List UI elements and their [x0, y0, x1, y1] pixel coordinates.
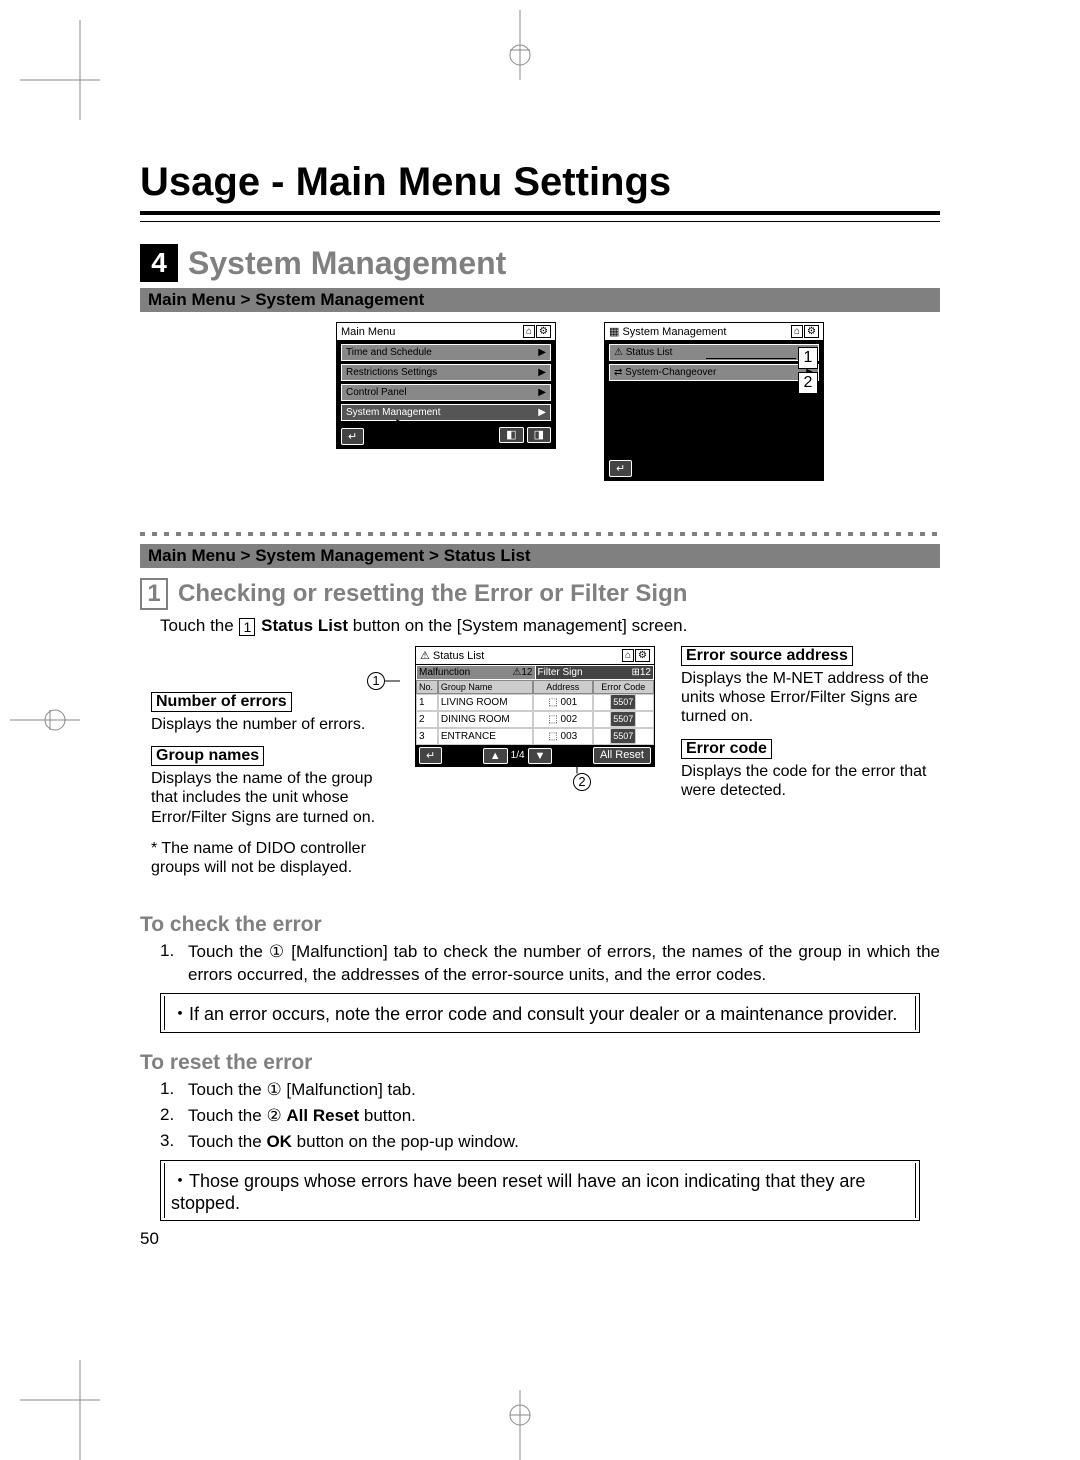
note-box: ・Those groups whose errors have been res… — [160, 1160, 920, 1221]
note-box: ・If an error occurs, note the error code… — [160, 993, 920, 1033]
subsection-number: 1 — [140, 578, 168, 610]
anno-text: Displays the M-NET address of the units … — [681, 669, 929, 727]
anno-error-code: Error code — [681, 739, 772, 759]
breadcrumb-2: Main Menu > System Management > Status L… — [140, 544, 940, 568]
table-row: 3ENTRANCE⬚ 0035507 — [416, 728, 654, 745]
page-number: 50 — [140, 1229, 940, 1249]
menu-item: Time and Schedule▶ — [341, 344, 551, 361]
breadcrumb-1: Main Menu > System Management — [140, 288, 940, 312]
anno-group-names: Group names — [151, 746, 264, 766]
reset-step-3: Touch the OK button on the pop-up window… — [188, 1131, 519, 1154]
anno-text: Displays the number of errors. — [151, 715, 401, 734]
reset-step-2: Touch the ② All Reset button. — [188, 1105, 416, 1128]
section-number: 4 — [140, 244, 178, 282]
circle-callout-1: 1 — [367, 672, 385, 690]
anno-text: Displays the name of the group that incl… — [151, 769, 401, 827]
subsection-title: Checking or resetting the Error or Filte… — [178, 580, 687, 608]
menu-item: Control Panel▶ — [341, 384, 551, 401]
menu-item-selected: System Management▶ — [341, 404, 551, 421]
divider-dotted — [140, 532, 940, 536]
anno-text: Displays the code for the error that wer… — [681, 762, 929, 800]
arrow-icon: ► — [392, 412, 414, 438]
anno-number-of-errors: Number of errors — [151, 692, 292, 712]
menu-item: ⇄ System-Changeover▶ — [609, 364, 819, 381]
page-title: Usage - Main Menu Settings — [140, 160, 940, 215]
anno-error-source: Error source address — [681, 646, 853, 666]
anno-text: * The name of DIDO controller groups wil… — [151, 839, 401, 877]
reset-heading: To reset the error — [140, 1051, 940, 1075]
instruction-text: Touch the 1 Status List button on the [S… — [160, 616, 940, 636]
check-step-1: Touch the ① [Malfunction] tab to check t… — [188, 941, 940, 987]
device-sysmgmt-title: System Management — [622, 326, 726, 338]
menu-item: Restrictions Settings▶ — [341, 364, 551, 381]
check-heading: To check the error — [140, 913, 940, 937]
callout-2: 2 — [798, 372, 818, 394]
device-mainmenu-title: Main Menu — [341, 326, 395, 338]
all-reset-button: All Reset — [593, 747, 651, 764]
tab-malfunction: Malfunction⚠12 — [416, 665, 535, 680]
circle-callout-2: 2 — [573, 773, 591, 791]
callout-1: 1 — [798, 347, 818, 369]
section-title: System Management — [188, 245, 506, 282]
table-row: 2DINING ROOM⬚ 0025507 — [416, 711, 654, 728]
tab-filter-sign: Filter Sign⊞12 — [535, 665, 655, 680]
table-row: 1LIVING ROOM⬚ 0015507 — [416, 694, 654, 711]
reset-step-1: Touch the ① [Malfunction] tab. — [188, 1079, 416, 1102]
